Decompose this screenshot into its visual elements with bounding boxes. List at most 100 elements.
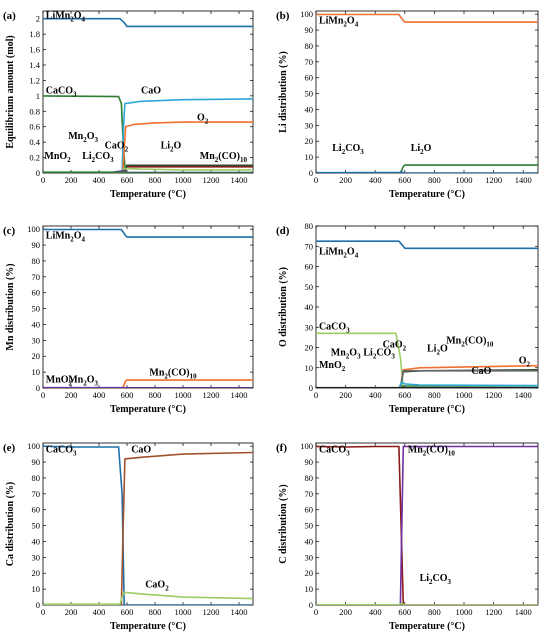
series-line (43, 445, 253, 605)
panel-a: (a) 0 200 400 600 800 1000 1200 1400 0 0.2 0.4 0.6 0.… (3, 10, 254, 200)
y-tick-label: 1 (36, 91, 40, 101)
plot-frame (42, 225, 254, 389)
annotation: LiMn2O4 (46, 11, 86, 24)
series-line (43, 121, 253, 173)
y-axis-title: Mn distribution (%) (5, 263, 16, 350)
y-tick-label: 20 (305, 136, 314, 146)
y-tick-label: 20 (305, 568, 314, 578)
x-tick-label: 200 (65, 175, 78, 185)
annotation: CaO (471, 366, 491, 377)
y-tick-label: 30 (305, 552, 314, 562)
annotation: LiMn2O4 (46, 231, 86, 244)
annotation: Li2CO3 (420, 573, 452, 586)
x-tick-label: 1200 (485, 390, 502, 400)
y-tick-label: 90 (32, 457, 41, 467)
y-tick-label: 30 (305, 322, 314, 332)
panel-label: (a) (3, 10, 16, 22)
x-tick-label: 1000 (456, 607, 473, 617)
x-tick-label: 0 (41, 390, 45, 400)
annotation: CaO2 (145, 580, 169, 593)
x-axis-title: Temperature (°C) (110, 404, 186, 415)
y-tick-label: 60 (32, 288, 41, 298)
y-tick-label: 100 (27, 441, 40, 451)
annotation: CaO (131, 445, 151, 456)
x-tick-label: 200 (65, 607, 78, 617)
annotation: CaO2 (383, 340, 407, 353)
series-line (43, 171, 253, 173)
x-tick-label: 1000 (456, 175, 473, 185)
y-tick-label: 0.4 (29, 137, 40, 147)
x-tick-label: 200 (65, 390, 78, 400)
x-tick-label: 1200 (203, 175, 220, 185)
x-axis-title: Temperature (°C) (389, 621, 465, 632)
x-tick-label: 800 (149, 390, 162, 400)
y-axis-title: O distribution (%) (278, 267, 289, 347)
y-tick-label: 50 (305, 282, 314, 292)
x-tick-label: 1000 (175, 175, 192, 185)
series-line (316, 332, 538, 388)
y-tick-label: 100 (300, 441, 313, 451)
x-tick-label: 400 (93, 607, 106, 617)
series-line (43, 228, 253, 238)
y-tick-label: 10 (305, 584, 314, 594)
series-line (43, 17, 253, 28)
annotation: MnO2 (319, 360, 346, 373)
y-tick-label: 50 (305, 89, 314, 99)
x-tick-label: 400 (93, 390, 106, 400)
x-axis-title: Temperature (°C) (389, 189, 465, 200)
y-tick-label: 2 (36, 14, 40, 24)
x-tick-label: 1400 (515, 607, 532, 617)
y-tick-label: 30 (305, 120, 314, 130)
x-tick-label: 600 (398, 390, 411, 400)
annotation: Mn2(CO)10 (149, 367, 197, 380)
panel-d: (d) 0 200 400 600 800 1000 1200 1400 0 10 20 30 40 50 6… (276, 221, 539, 415)
panel-label: (b) (276, 10, 290, 22)
annotation: Mn2O3 (68, 131, 98, 144)
annotation: LiMn2O4 (319, 246, 359, 259)
x-tick-label: 1200 (203, 607, 220, 617)
annotation: Li2O (161, 140, 182, 153)
y-tick-label: 60 (305, 505, 314, 515)
series-line (316, 602, 538, 605)
y-tick-label: 60 (305, 262, 314, 272)
y-tick-label: 10 (305, 363, 314, 373)
y-tick-label: 50 (32, 521, 41, 531)
x-tick-label: 200 (339, 607, 352, 617)
y-tick-label: 90 (305, 25, 314, 35)
y-tick-label: 0 (36, 600, 40, 610)
x-tick-label: 600 (121, 175, 134, 185)
annotation: Mn2O3 (331, 348, 361, 361)
y-tick-label: 40 (305, 302, 314, 312)
y-tick-label: 1.2 (29, 75, 40, 85)
annotation: O2 (519, 356, 531, 369)
x-tick-label: 0 (41, 607, 45, 617)
y-tick-label: 80 (32, 473, 41, 483)
y-tick-label: 80 (305, 473, 314, 483)
y-tick-label: 10 (305, 152, 314, 162)
x-tick-label: 1400 (515, 390, 532, 400)
x-tick-label: 1000 (175, 390, 192, 400)
x-tick-label: 1400 (231, 607, 248, 617)
series-line (43, 95, 253, 173)
series-line (316, 369, 538, 388)
x-axis-title: Temperature (°C) (110, 189, 186, 200)
annotation: CaO (141, 86, 161, 97)
x-tick-label: 0 (314, 175, 318, 185)
y-tick-label: 10 (32, 584, 41, 594)
annotation: LiMn2O4 (319, 16, 359, 29)
panel-label: (e) (3, 442, 16, 454)
y-tick-label: 30 (32, 335, 41, 345)
y-tick-label: 1.6 (29, 45, 40, 55)
annotation: CaCO3 (46, 86, 77, 99)
series-line (316, 13, 538, 23)
y-tick-label: 80 (32, 256, 41, 266)
x-tick-label: 0 (314, 390, 318, 400)
y-tick-label: 70 (32, 272, 41, 282)
annotation: Li2O (411, 143, 432, 156)
series-line (316, 445, 538, 605)
y-tick-label: 0.6 (29, 122, 40, 132)
annotation: Li2CO3 (363, 348, 395, 361)
x-tick-label: 800 (428, 607, 441, 617)
series-line (43, 451, 253, 605)
